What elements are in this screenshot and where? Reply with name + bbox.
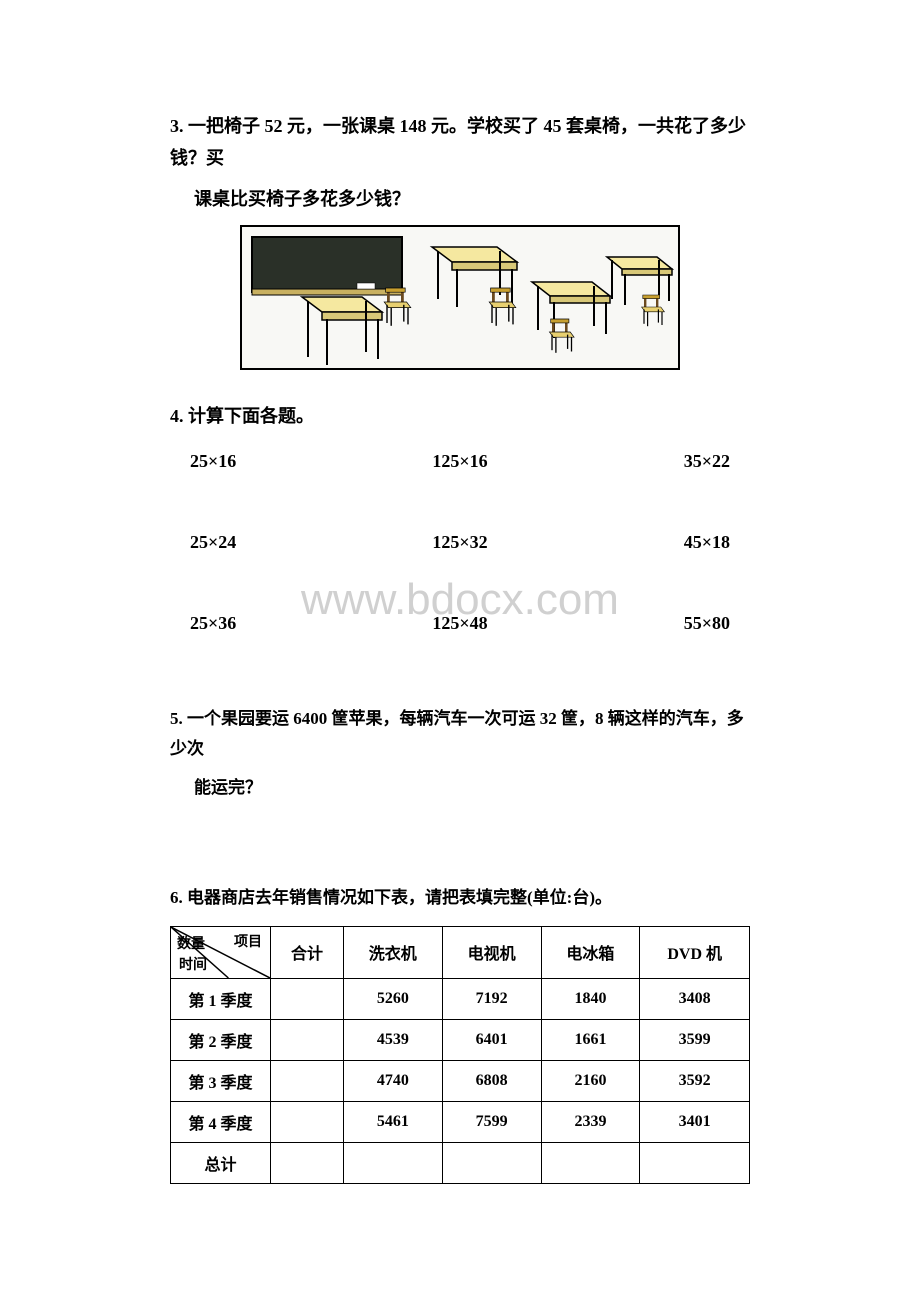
diag-left: 数量: [177, 933, 205, 953]
col-header: 电视机: [442, 926, 541, 978]
table-cell: 3599: [640, 1019, 750, 1060]
question-5: 5. 一个果园要运 6400 筐苹果，每辆汽车一次可运 32 筐，8 辆这样的汽…: [170, 704, 750, 804]
row-label: 总计: [171, 1142, 271, 1183]
table-cell: 5260: [343, 978, 442, 1019]
table-cell: 1840: [541, 978, 640, 1019]
table-cell: 3408: [640, 978, 750, 1019]
calc-cell: 125×16: [377, 451, 544, 472]
col-header: 电冰箱: [541, 926, 640, 978]
table-cell: 4539: [343, 1019, 442, 1060]
table-cell: 2339: [541, 1101, 640, 1142]
calc-grid: 25×16 125×16 35×22 25×24 125×32 45×18 25…: [170, 441, 750, 654]
calc-cell: 25×24: [190, 532, 357, 553]
diag-top: 项目: [234, 931, 262, 951]
row-label: 第 4 季度: [171, 1101, 271, 1142]
table-cell: [271, 1101, 344, 1142]
table-row: 第 2 季度 4539 6401 1661 3599: [171, 1019, 750, 1060]
q5-line2: 能运完？: [170, 773, 750, 804]
q6-text: 6. 电器商店去年销售情况如下表，请把表填完整(单位:台)。: [170, 883, 750, 914]
table-row: 总计: [171, 1142, 750, 1183]
calc-cell: 25×16: [190, 451, 357, 472]
col-header: 合计: [271, 926, 344, 978]
calc-cell: 125×48: [377, 613, 544, 634]
row-label: 第 1 季度: [171, 978, 271, 1019]
table-cell: [541, 1142, 640, 1183]
table-cell: 6401: [442, 1019, 541, 1060]
table-cell: [271, 1060, 344, 1101]
calc-cell: 45×18: [563, 532, 730, 553]
table-cell: 6808: [442, 1060, 541, 1101]
row-label: 第 3 季度: [171, 1060, 271, 1101]
question-3: 3. 一把椅子 52 元，一张课桌 148 元。学校买了 45 套桌椅，一共花了…: [170, 110, 750, 370]
table-cell: [640, 1142, 750, 1183]
table-cell: 7192: [442, 978, 541, 1019]
calc-cell: 55×80: [563, 613, 730, 634]
table-cell: 4740: [343, 1060, 442, 1101]
question-4: 4. 计算下面各题。 25×16 125×16 35×22 25×24 125×…: [170, 400, 750, 653]
table-row: 第 3 季度 4740 6808 2160 3592: [171, 1060, 750, 1101]
table-cell: 3401: [640, 1101, 750, 1142]
calc-cell: 125×32: [377, 532, 544, 553]
table-cell: [442, 1142, 541, 1183]
table-cell: 3592: [640, 1060, 750, 1101]
q5-line1: 5. 一个果园要运 6400 筐苹果，每辆汽车一次可运 32 筐，8 辆这样的汽…: [170, 704, 750, 765]
calc-cell: 35×22: [563, 451, 730, 472]
table-header-row: 数量 项目 时间 合计 洗衣机 电视机 电冰箱 DVD 机: [171, 926, 750, 978]
table-cell: 5461: [343, 1101, 442, 1142]
table-row: 第 1 季度 5260 7192 1840 3408: [171, 978, 750, 1019]
table-row: 第 4 季度 5461 7599 2339 3401: [171, 1101, 750, 1142]
col-header: 洗衣机: [343, 926, 442, 978]
calc-cell: 25×36: [190, 613, 357, 634]
table-cell: [343, 1142, 442, 1183]
diagonal-header: 数量 项目 时间: [171, 926, 271, 978]
q3-line1: 3. 一把椅子 52 元，一张课桌 148 元。学校买了 45 套桌椅，一共花了…: [170, 110, 750, 175]
diag-bottom: 时间: [179, 954, 207, 974]
sales-table: 数量 项目 时间 合计 洗衣机 电视机 电冰箱 DVD 机 第 1 季度 526…: [170, 926, 750, 1184]
table-cell: [271, 978, 344, 1019]
table-cell: 1661: [541, 1019, 640, 1060]
classroom-illustration: [240, 225, 680, 370]
table-cell: [271, 1142, 344, 1183]
q3-line2: 课桌比买椅子多花多少钱？: [170, 183, 750, 215]
question-6: 6. 电器商店去年销售情况如下表，请把表填完整(单位:台)。 数量 项目 时间 …: [170, 883, 750, 1184]
q4-title: 4. 计算下面各题。: [170, 400, 750, 432]
row-label: 第 2 季度: [171, 1019, 271, 1060]
table-cell: 7599: [442, 1101, 541, 1142]
table-cell: 2160: [541, 1060, 640, 1101]
col-header: DVD 机: [640, 926, 750, 978]
table-cell: [271, 1019, 344, 1060]
